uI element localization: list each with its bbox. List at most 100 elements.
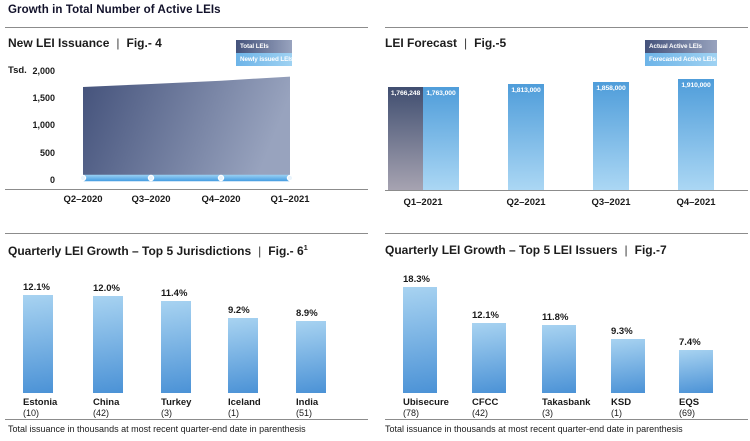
growth-bar bbox=[403, 287, 437, 393]
data-point-marker bbox=[286, 174, 294, 182]
bar-value-label: 1,766,248 bbox=[390, 90, 421, 97]
bar-percent-label: 12.1% bbox=[472, 310, 499, 321]
x-tick-label: Q1–2021 bbox=[403, 197, 443, 208]
x-tick-label: Q2–2021 bbox=[506, 197, 546, 208]
bar-percent-label: 11.8% bbox=[542, 312, 569, 323]
forecast-bar bbox=[593, 82, 629, 190]
fig7-title: Quarterly LEI Growth – Top 5 LEI Issuers bbox=[385, 243, 618, 257]
y-tick-label: 500 bbox=[39, 147, 55, 158]
growth-bar bbox=[472, 323, 506, 393]
y-tick-label: 2,000 bbox=[32, 65, 55, 76]
fig6-footnote: Total issuance in thousands at most rece… bbox=[8, 424, 306, 434]
x-tick-label: Q2–2020 bbox=[63, 194, 103, 205]
newly-issued-leis-line bbox=[83, 174, 290, 182]
bar-percent-label: 11.4% bbox=[161, 288, 188, 299]
fig7-footnote: Total issuance in thousands at most rece… bbox=[385, 424, 683, 434]
fig4-legend: Total LEIs Newly issued LEIs bbox=[236, 40, 293, 66]
y-tick-label: 1,500 bbox=[32, 92, 55, 103]
fig5-header: LEI Forecast | Fig.-5 bbox=[385, 36, 506, 50]
data-point-marker bbox=[147, 174, 155, 182]
fig7-number: Fig.-7 bbox=[634, 243, 667, 257]
legend-item-newly-issued-leis: Newly issued LEIs bbox=[236, 53, 293, 66]
growth-bar bbox=[23, 295, 53, 393]
category-count-label: (42) bbox=[93, 408, 110, 418]
bar-value-label: 1,858,000 bbox=[596, 85, 626, 92]
y-tick-label: 0 bbox=[49, 175, 55, 186]
category-label: China bbox=[93, 397, 120, 408]
category-label: Ubisecure bbox=[403, 397, 449, 408]
fig4-header: New LEI Issuance | Fig.- 4 bbox=[8, 36, 162, 50]
fig7-header: Quarterly LEI Growth – Top 5 LEI Issuers… bbox=[385, 243, 667, 257]
category-label: Iceland bbox=[228, 397, 261, 408]
x-tick-label: Q4–2020 bbox=[201, 194, 241, 205]
fig4-area-plot bbox=[79, 76, 294, 182]
bar-percent-label: 9.2% bbox=[228, 305, 250, 316]
bar-value-label: 1,813,000 bbox=[511, 87, 541, 94]
fig4-title: New LEI Issuance bbox=[8, 36, 110, 50]
divider-line bbox=[5, 27, 368, 28]
legend-item-actual-active-leis: Actual Active LEIs bbox=[645, 40, 717, 53]
category-label: EQS bbox=[679, 397, 700, 408]
category-count-label: (1) bbox=[611, 408, 622, 418]
fig4-y-axis-unit: Tsd. bbox=[8, 65, 27, 76]
fig4-baseline bbox=[5, 189, 368, 190]
forecast-bar bbox=[508, 84, 544, 190]
growth-bar bbox=[93, 296, 123, 393]
forecast-bar bbox=[678, 79, 714, 190]
y-tick-label: 1,000 bbox=[32, 120, 55, 131]
bar-percent-label: 9.3% bbox=[611, 326, 633, 337]
category-count-label: (1) bbox=[228, 408, 239, 418]
fig6-title: Quarterly LEI Growth – Top 5 Jurisdictio… bbox=[8, 244, 252, 258]
bar-percent-label: 12.0% bbox=[93, 283, 120, 294]
category-label: India bbox=[296, 397, 319, 408]
legend-item-total-leis: Total LEIs bbox=[236, 40, 292, 53]
page-title: Growth in Total Number of Active LEIs bbox=[8, 4, 221, 16]
separator: | bbox=[116, 36, 120, 50]
bar-percent-label: 18.3% bbox=[403, 274, 430, 285]
category-count-label: (3) bbox=[542, 408, 553, 418]
x-tick-label: Q3–2021 bbox=[591, 197, 631, 208]
divider-line bbox=[385, 233, 748, 234]
category-count-label: (10) bbox=[23, 408, 40, 418]
separator: | bbox=[624, 243, 628, 257]
category-label: Estonia bbox=[23, 397, 58, 408]
fig6-footnote-marker: 1 bbox=[303, 243, 308, 252]
divider-line bbox=[385, 27, 748, 28]
x-tick-label: Q1–2021 bbox=[270, 194, 310, 205]
fig6-number: Fig.- 6 bbox=[268, 244, 304, 258]
total-leis-area bbox=[83, 76, 290, 180]
growth-bar bbox=[679, 350, 713, 393]
separator: | bbox=[464, 36, 468, 50]
growth-bar bbox=[611, 339, 645, 393]
legend-item-forecasted-active-leis: Forecasted Active LEIs bbox=[645, 53, 717, 66]
category-label: KSD bbox=[611, 397, 632, 408]
divider-line bbox=[5, 419, 368, 420]
category-label: Turkey bbox=[161, 397, 192, 408]
bar-percent-label: 12.1% bbox=[23, 282, 50, 293]
bar-percent-label: 8.9% bbox=[296, 308, 318, 319]
category-count-label: (51) bbox=[296, 408, 313, 418]
divider-line bbox=[5, 233, 368, 234]
x-tick-label: Q4–2021 bbox=[676, 197, 716, 208]
fig5-baseline bbox=[385, 190, 748, 191]
category-count-label: (3) bbox=[161, 408, 172, 418]
growth-bar bbox=[296, 321, 326, 393]
bar-percent-label: 7.4% bbox=[679, 337, 701, 348]
category-label: Takasbank bbox=[542, 397, 591, 408]
category-count-label: (69) bbox=[679, 408, 696, 418]
fig6-header: Quarterly LEI Growth – Top 5 Jurisdictio… bbox=[8, 243, 308, 258]
bar-value-label: 1,910,000 bbox=[681, 82, 711, 89]
fig5-legend: Actual Active LEIs Forecasted Active LEI… bbox=[645, 40, 717, 66]
actual-bar bbox=[388, 87, 423, 190]
forecast-bar bbox=[423, 87, 459, 190]
fig5-title: LEI Forecast bbox=[385, 36, 458, 50]
growth-bar bbox=[161, 301, 191, 393]
bar-value-label: 1,763,000 bbox=[426, 90, 456, 97]
growth-bar bbox=[228, 318, 258, 393]
category-count-label: (78) bbox=[403, 408, 420, 418]
category-label: CFCC bbox=[472, 397, 499, 408]
data-point-marker bbox=[79, 174, 87, 182]
x-tick-label: Q3–2020 bbox=[131, 194, 171, 205]
separator: | bbox=[258, 244, 262, 258]
category-count-label: (42) bbox=[472, 408, 489, 418]
